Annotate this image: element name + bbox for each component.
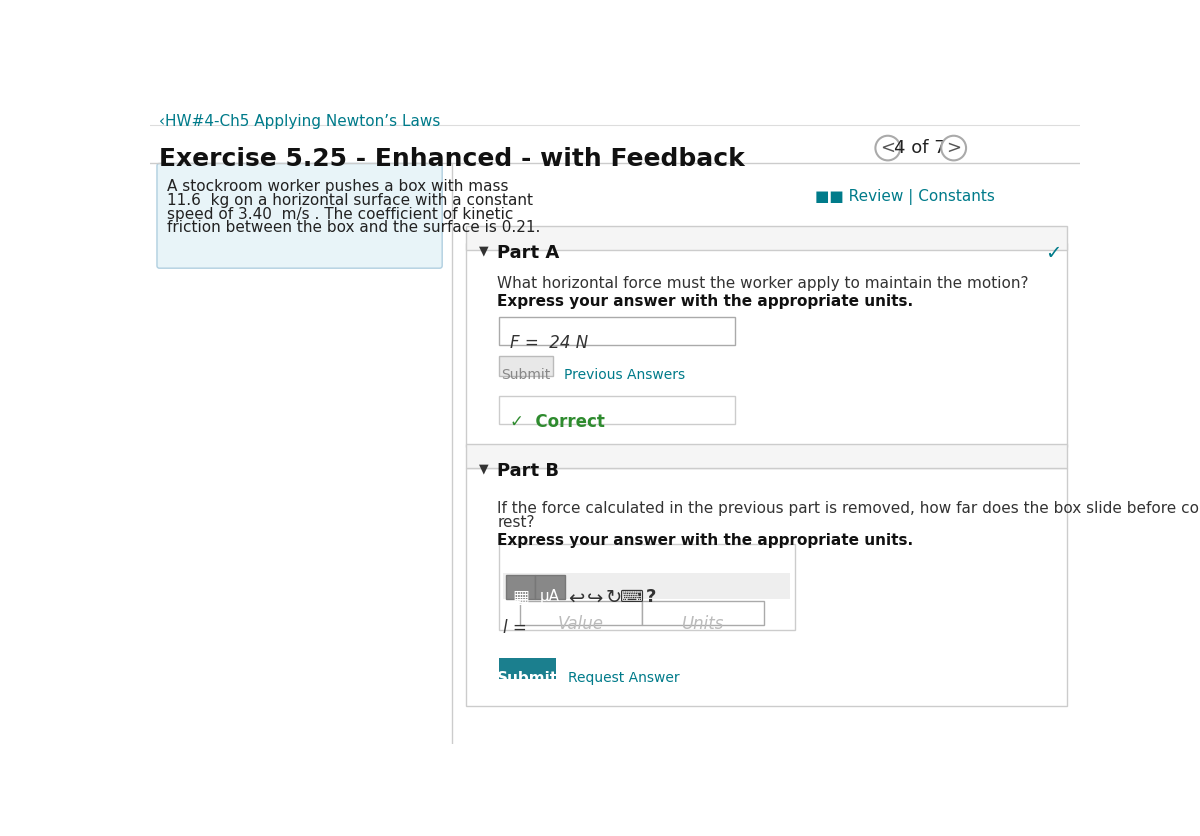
FancyBboxPatch shape bbox=[499, 658, 556, 680]
Text: Exercise 5.25 - Enhanced - with Feedback: Exercise 5.25 - Enhanced - with Feedback bbox=[160, 146, 745, 171]
FancyBboxPatch shape bbox=[504, 573, 790, 599]
Text: ⌨: ⌨ bbox=[620, 589, 644, 606]
Text: μA: μA bbox=[540, 589, 560, 604]
Text: l =: l = bbox=[504, 619, 527, 637]
FancyBboxPatch shape bbox=[642, 601, 764, 625]
FancyBboxPatch shape bbox=[499, 318, 736, 345]
FancyBboxPatch shape bbox=[466, 444, 1067, 468]
Text: Previous Answers: Previous Answers bbox=[564, 369, 685, 382]
FancyBboxPatch shape bbox=[499, 356, 553, 376]
FancyBboxPatch shape bbox=[521, 601, 642, 625]
Text: A stockroom worker pushes a box with mass: A stockroom worker pushes a box with mas… bbox=[167, 179, 509, 194]
Text: 11.6  kg on a horizontal surface with a constant: 11.6 kg on a horizontal surface with a c… bbox=[167, 193, 533, 207]
Text: ↪: ↪ bbox=[587, 589, 604, 608]
FancyBboxPatch shape bbox=[466, 226, 1067, 251]
Text: friction between the box and the surface is 0.21.: friction between the box and the surface… bbox=[167, 221, 540, 236]
Circle shape bbox=[876, 135, 900, 161]
Text: ‹HW#4-Ch5 Applying Newton’s Laws: ‹HW#4-Ch5 Applying Newton’s Laws bbox=[160, 115, 440, 130]
Text: ▼: ▼ bbox=[479, 244, 490, 257]
Text: Units: Units bbox=[682, 614, 724, 633]
Text: ↻: ↻ bbox=[605, 589, 622, 608]
Text: Part B: Part B bbox=[497, 462, 559, 480]
Text: Submit: Submit bbox=[497, 670, 558, 686]
Text: What horizontal force must the worker apply to maintain the motion?: What horizontal force must the worker ap… bbox=[497, 276, 1028, 291]
Text: ✓: ✓ bbox=[1045, 244, 1061, 263]
Text: Request Answer: Request Answer bbox=[569, 670, 680, 685]
Circle shape bbox=[941, 135, 966, 161]
FancyBboxPatch shape bbox=[499, 544, 794, 630]
FancyBboxPatch shape bbox=[157, 164, 442, 268]
FancyBboxPatch shape bbox=[535, 575, 565, 599]
Text: ↩: ↩ bbox=[568, 589, 584, 608]
Text: ✓  Correct: ✓ Correct bbox=[510, 413, 605, 431]
Text: Express your answer with the appropriate units.: Express your answer with the appropriate… bbox=[497, 294, 913, 309]
Text: rest?: rest? bbox=[497, 515, 535, 529]
FancyBboxPatch shape bbox=[505, 575, 535, 599]
Text: ■■ Review | Constants: ■■ Review | Constants bbox=[815, 189, 995, 205]
Text: Part A: Part A bbox=[497, 244, 559, 263]
Text: Express your answer with the appropriate units.: Express your answer with the appropriate… bbox=[497, 533, 913, 548]
Text: speed of 3.40  m/s . The coefficient of kinetic: speed of 3.40 m/s . The coefficient of k… bbox=[167, 206, 514, 222]
Text: Value: Value bbox=[558, 614, 604, 633]
Text: >: > bbox=[946, 139, 961, 157]
Text: ?: ? bbox=[646, 589, 656, 606]
FancyBboxPatch shape bbox=[499, 396, 736, 424]
Text: F =  24 N: F = 24 N bbox=[510, 334, 588, 352]
Text: If the force calculated in the previous part is removed, how far does the box sl: If the force calculated in the previous … bbox=[497, 501, 1200, 516]
Text: ▼: ▼ bbox=[479, 462, 490, 475]
Text: <: < bbox=[881, 139, 895, 157]
Text: Submit: Submit bbox=[502, 369, 551, 382]
Text: ▦: ▦ bbox=[512, 589, 529, 606]
Text: 4 of 7: 4 of 7 bbox=[894, 139, 946, 157]
